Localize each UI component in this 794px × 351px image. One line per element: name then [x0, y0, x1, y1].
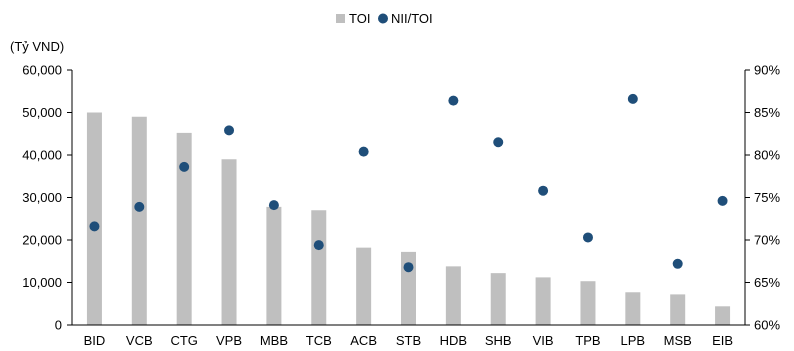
toi-bars: [86, 112, 731, 325]
x-axis: BID VCB CTG VPB MBB TCB ACB STB HDB SHB VIB TPB LPB M…: [72, 324, 745, 348]
point-mbb: [268, 200, 279, 211]
x-tick-label-lpb: LPB: [621, 333, 646, 348]
y-left-tick-label: 60,000: [22, 63, 62, 78]
x-tick-label-tpb: TPB: [575, 333, 600, 348]
nii-toi-points: [89, 93, 728, 273]
bar-vcb: [131, 116, 147, 325]
bar-shb: [490, 273, 506, 325]
x-tick-label-vpb: VPB: [216, 333, 242, 348]
point-tpb: [582, 232, 593, 243]
x-tick-label-vcb: VCB: [126, 333, 153, 348]
y-left-axis: 0 10,000 20,000 30,000 40,000 50,000 60,000: [22, 63, 73, 333]
point-hdb: [448, 95, 459, 106]
bar-vpb: [221, 159, 237, 325]
y-right-tick-label: 60%: [754, 318, 780, 333]
bar-mbb: [266, 206, 282, 325]
legend-marker-nii-toi: [378, 13, 388, 24]
bar-tcb: [311, 210, 327, 325]
x-tick-label-mbb: MBB: [260, 333, 288, 348]
bar-msb: [670, 294, 686, 325]
x-tick-label-bid: BID: [84, 333, 106, 348]
y-right-tick-label: 85%: [754, 105, 780, 120]
y-left-tick-label: 0: [55, 318, 62, 333]
x-tick-label-ctg: CTG: [170, 333, 197, 348]
y-right-tick-label: 80%: [754, 148, 780, 163]
bar-vib: [535, 277, 551, 325]
x-tick-label-msb: MSB: [664, 333, 692, 348]
y-right-tick-label: 75%: [754, 190, 780, 205]
bar-acb: [356, 247, 372, 325]
point-msb: [672, 258, 683, 269]
point-shb: [493, 137, 504, 148]
bar-tpb: [580, 281, 596, 325]
x-tick-label-vib: VIB: [533, 333, 554, 348]
point-ctg: [179, 161, 190, 172]
bar-lpb: [625, 292, 641, 325]
x-tick-label-stb: STB: [396, 333, 421, 348]
bar-hdb: [445, 266, 461, 325]
y-left-tick-label: 50,000: [22, 105, 62, 120]
x-tick-label-tcb: TCB: [306, 333, 332, 348]
y-left-tick-label: 10,000: [22, 275, 62, 290]
x-tick-label-shb: SHB: [485, 333, 512, 348]
legend: TOI NII/TOI: [336, 11, 433, 26]
point-eib: [717, 195, 728, 206]
x-tick-label-acb: ACB: [350, 333, 377, 348]
bar-bid: [86, 112, 102, 325]
legend-marker-toi: [336, 14, 345, 23]
bar-eib: [715, 306, 731, 325]
y-right-axis: 60% 65% 70% 75% 80% 85% 90%: [744, 63, 780, 333]
point-vib: [538, 185, 549, 196]
point-vcb: [134, 201, 145, 212]
point-acb: [358, 146, 369, 157]
legend-label-toi: TOI: [349, 11, 370, 26]
point-stb: [403, 262, 414, 273]
bar-ctg: [176, 132, 192, 325]
y-right-tick-label: 70%: [754, 233, 780, 248]
point-lpb: [627, 93, 638, 104]
y-right-tick-label: 90%: [754, 63, 780, 78]
y-left-tick-label: 30,000: [22, 190, 62, 205]
y-right-tick-label: 65%: [754, 275, 780, 290]
x-tick-label-eib: EIB: [712, 333, 733, 348]
y-left-unit-label: (Tỷ VND): [10, 39, 64, 54]
point-bid: [89, 221, 100, 232]
legend-label-nii-toi: NII/TOI: [391, 11, 433, 26]
y-left-tick-label: 20,000: [22, 233, 62, 248]
point-tcb: [313, 240, 324, 251]
x-tick-label-hdb: HDB: [440, 333, 467, 348]
y-left-tick-label: 40,000: [22, 148, 62, 163]
point-vpb: [224, 125, 235, 136]
